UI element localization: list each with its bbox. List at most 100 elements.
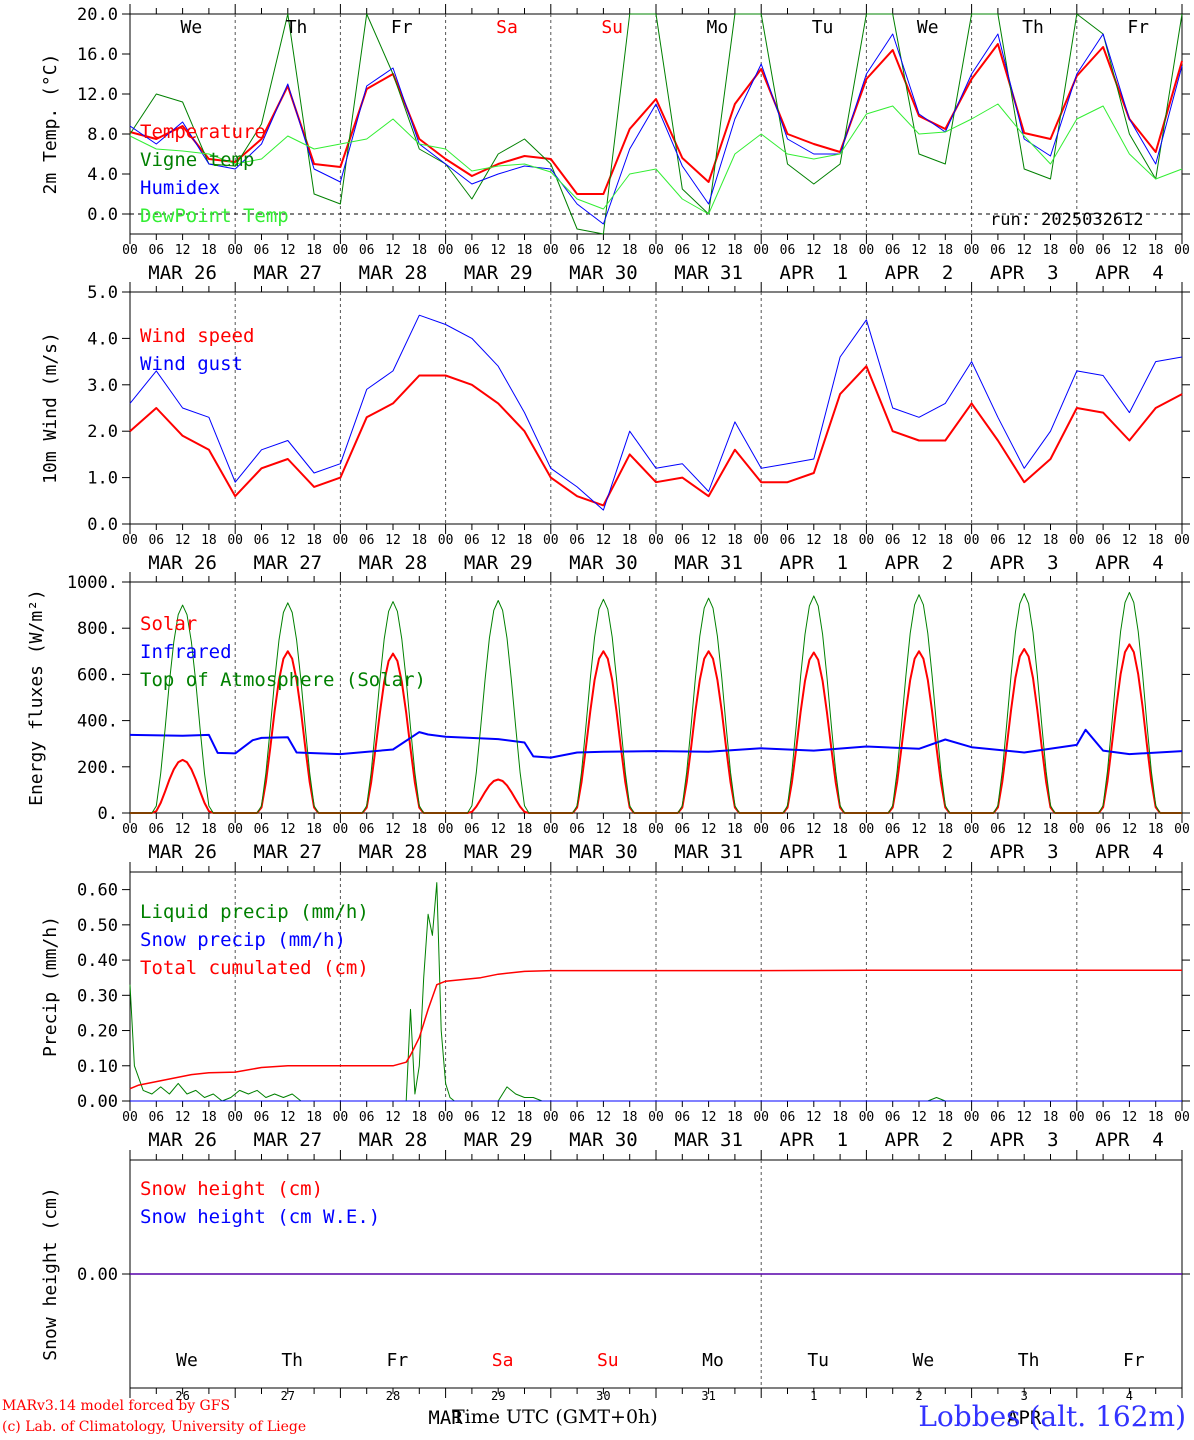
hour-label: 06 — [254, 533, 270, 548]
hour-label: 12 — [175, 243, 191, 258]
date-label: MAR 27 — [253, 841, 322, 863]
hour-label: 00 — [543, 243, 559, 258]
date-label: MAR 31 — [674, 1129, 743, 1151]
date-label: APR 3 — [990, 841, 1059, 863]
hour-label: 06 — [990, 533, 1006, 548]
date-label: MAR 29 — [464, 1129, 533, 1151]
weekday-label: Fr — [387, 1350, 409, 1371]
date-label: MAR 28 — [359, 262, 428, 284]
day-number: 1 — [810, 1389, 817, 1403]
hour-label: 18 — [201, 243, 217, 258]
month-label: MAR — [428, 1407, 463, 1429]
hour-label: 06 — [885, 822, 901, 837]
y-tick-label: 8.0 — [87, 125, 118, 145]
y-tick-label: 0.20 — [77, 1022, 118, 1042]
hour-label: 06 — [885, 1110, 901, 1125]
hour-label: 12 — [280, 822, 296, 837]
hour-label: 18 — [411, 533, 427, 548]
y-tick-label: 0.0 — [87, 515, 118, 535]
legend-entry: Liquid precip (mm/h) — [140, 901, 369, 923]
hour-label: 06 — [780, 822, 796, 837]
date-label: APR 1 — [779, 841, 848, 863]
hour-label: 06 — [464, 243, 480, 258]
hour-label: 12 — [596, 533, 612, 548]
date-label: MAR 31 — [674, 262, 743, 284]
hour-label: 12 — [806, 533, 822, 548]
hour-label: 00 — [543, 1110, 559, 1125]
hour-label: 00 — [438, 533, 454, 548]
hour-label: 12 — [911, 822, 927, 837]
hour-label: 12 — [175, 533, 191, 548]
hour-label: 18 — [1043, 822, 1059, 837]
hour-label: 06 — [569, 243, 585, 258]
hour-label: 18 — [832, 1110, 848, 1125]
date-label: MAR 28 — [359, 1129, 428, 1151]
legend-entry: Wind speed — [140, 325, 254, 347]
hour-label: 00 — [227, 243, 243, 258]
hour-label: 12 — [175, 1110, 191, 1125]
weekday-label: Mo — [707, 17, 729, 38]
date-label: MAR 29 — [464, 552, 533, 574]
hour-label: 12 — [490, 1110, 506, 1125]
hour-label: 18 — [306, 533, 322, 548]
weekday-label: Sa — [496, 17, 518, 38]
hour-label: 00 — [1174, 1110, 1190, 1125]
hour-label: 06 — [885, 533, 901, 548]
hour-label: 00 — [859, 1110, 875, 1125]
y-tick-label: 600. — [77, 665, 118, 685]
hour-label: 06 — [674, 243, 690, 258]
hour-label: 00 — [227, 822, 243, 837]
hour-label: 12 — [1122, 822, 1138, 837]
hour-label: 06 — [569, 533, 585, 548]
hour-label: 18 — [832, 822, 848, 837]
hour-label: 12 — [280, 1110, 296, 1125]
hour-label: 06 — [674, 1110, 690, 1125]
hour-label: 00 — [122, 533, 138, 548]
hour-label: 18 — [937, 822, 953, 837]
hour-label: 12 — [701, 1110, 717, 1125]
series-line-wind-gust — [129, 314, 1183, 511]
hour-label: 00 — [964, 533, 980, 548]
hour-label: 18 — [727, 1110, 743, 1125]
series-line-dewpoint-temp — [129, 103, 1183, 215]
hour-label: 06 — [359, 1110, 375, 1125]
hour-label: 00 — [964, 822, 980, 837]
hour-label: 12 — [806, 243, 822, 258]
hour-label: 00 — [753, 533, 769, 548]
hour-label: 12 — [911, 1110, 927, 1125]
hour-label: 18 — [937, 1110, 953, 1125]
y-tick-label: 0.50 — [77, 916, 118, 936]
y-tick-label: 1000. — [67, 573, 118, 593]
hour-label: 06 — [148, 243, 164, 258]
legend-entry: DewPoint Temp — [140, 205, 289, 227]
hour-label: 00 — [648, 1110, 664, 1125]
hour-label: 00 — [964, 1110, 980, 1125]
lab-credit: (c) Lab. of Climatology, University of L… — [2, 1419, 307, 1435]
y-tick-label: 0.0 — [87, 205, 118, 225]
weekday-label: Th — [1018, 1350, 1040, 1371]
hour-label: 12 — [806, 822, 822, 837]
hour-label: 12 — [1016, 243, 1032, 258]
hour-label: 12 — [701, 822, 717, 837]
hour-label: 18 — [1043, 1110, 1059, 1125]
hour-label: 18 — [1148, 822, 1164, 837]
hour-label: 00 — [333, 243, 349, 258]
y-tick-label: 0. — [98, 804, 118, 824]
hour-label: 18 — [937, 243, 953, 258]
hour-label: 06 — [254, 243, 270, 258]
day-number: 4 — [1126, 1389, 1133, 1403]
hour-label: 18 — [1148, 243, 1164, 258]
y-axis-label: 10m Wind (m/s) — [40, 332, 61, 484]
day-number: 26 — [175, 1389, 189, 1403]
series-line-top-of-atmosphere-solar- — [130, 591, 1182, 814]
date-label: MAR 26 — [148, 1129, 217, 1151]
hour-label: 00 — [333, 822, 349, 837]
x-axis-title: Time UTC (GMT+0h) — [452, 1406, 658, 1428]
y-tick-label: 4.0 — [87, 329, 118, 349]
hour-label: 06 — [990, 243, 1006, 258]
date-label: MAR 31 — [674, 841, 743, 863]
hour-label: 18 — [306, 822, 322, 837]
hour-label: 06 — [674, 533, 690, 548]
legend-entry: Vigne temp — [140, 149, 254, 171]
hour-label: 00 — [333, 1110, 349, 1125]
